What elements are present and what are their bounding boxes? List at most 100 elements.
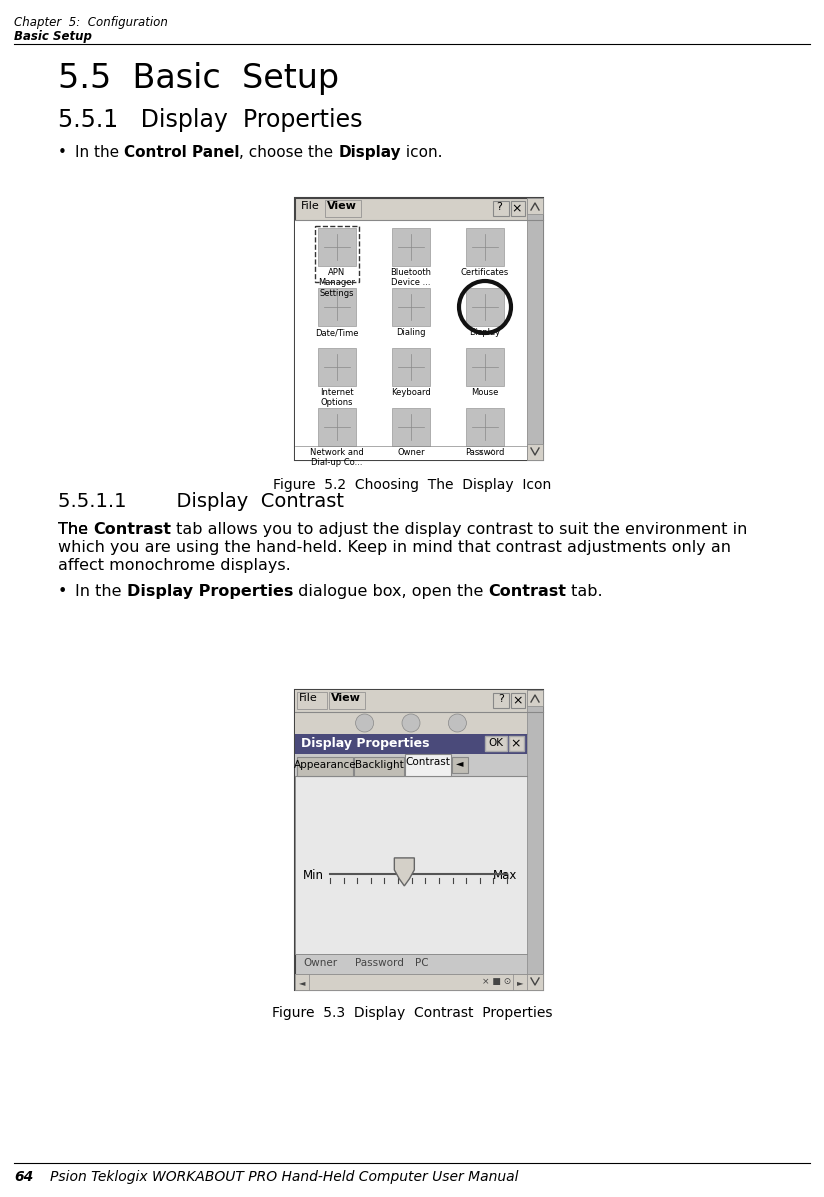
Text: Contrast: Contrast (405, 757, 451, 767)
Text: Display Properties: Display Properties (127, 584, 293, 598)
Bar (485, 736, 507, 751)
Text: 5.5.1.1        Display  Contrast: 5.5.1.1 Display Contrast (58, 492, 344, 511)
Polygon shape (395, 858, 414, 886)
Circle shape (448, 713, 466, 733)
Bar (295, 754, 527, 776)
Bar (527, 198, 543, 460)
Text: Psion Teklogix WORKABOUT PRO Hand-Held Computer User Manual: Psion Teklogix WORKABOUT PRO Hand-Held C… (50, 1169, 518, 1184)
Text: APN
Manager
Settings: APN Manager Settings (319, 268, 355, 298)
Bar (466, 408, 504, 446)
Bar (354, 757, 404, 776)
Text: View: View (331, 693, 361, 703)
Text: View: View (327, 201, 357, 211)
Text: Chapter  5:  Configuration: Chapter 5: Configuration (14, 16, 168, 29)
Text: tab.: tab. (566, 584, 603, 598)
Text: Display: Display (339, 145, 401, 160)
Text: 64: 64 (14, 1169, 33, 1184)
Text: ?: ? (496, 202, 502, 212)
Bar (466, 348, 504, 385)
Text: ×: × (513, 694, 523, 707)
Text: Display: Display (470, 328, 500, 338)
Text: tab allows you to adjust the display contrast to suit the environment in: tab allows you to adjust the display con… (171, 522, 747, 537)
Bar (511, 693, 525, 707)
Bar (295, 974, 309, 990)
Text: Dialing: Dialing (396, 328, 426, 338)
Bar (295, 689, 543, 990)
Text: ×: × (512, 202, 522, 215)
Text: Max: Max (493, 869, 517, 882)
Circle shape (356, 713, 373, 733)
Bar (527, 689, 543, 706)
Bar (392, 348, 430, 385)
Bar (325, 200, 361, 217)
Bar (318, 227, 356, 266)
Text: In the: In the (75, 584, 127, 598)
Text: dialogue box, open the: dialogue box, open the (293, 584, 489, 598)
Bar (527, 198, 543, 214)
Circle shape (402, 713, 420, 733)
Text: The: The (58, 522, 93, 537)
Bar (466, 288, 504, 326)
Bar (527, 689, 543, 990)
Bar (405, 754, 451, 776)
Bar (295, 712, 527, 734)
Bar (452, 757, 468, 773)
Text: Network and
Dial-up Co...: Network and Dial-up Co... (310, 448, 364, 467)
Text: Control Panel: Control Panel (124, 145, 240, 160)
Bar (527, 444, 543, 460)
Text: The: The (58, 522, 93, 537)
Text: ?: ? (498, 694, 504, 704)
Bar (318, 348, 356, 385)
Text: × ■ ⊙: × ■ ⊙ (482, 977, 511, 986)
Text: File: File (299, 693, 318, 703)
Text: The: The (58, 522, 93, 537)
Bar (295, 689, 543, 712)
Text: ×: × (511, 737, 522, 751)
Text: ◄: ◄ (456, 758, 464, 768)
Bar (513, 974, 527, 990)
Bar (493, 693, 509, 707)
Text: Basic Setup: Basic Setup (14, 30, 91, 43)
Text: ►: ► (517, 978, 523, 988)
Text: Backlight: Backlight (354, 760, 404, 770)
Bar (511, 201, 525, 215)
Text: 5.5.1   Display  Properties: 5.5.1 Display Properties (58, 108, 363, 132)
Bar (318, 288, 356, 326)
Text: Password: Password (466, 448, 504, 457)
Text: Password: Password (355, 958, 404, 968)
Text: Figure  5.2  Choosing  The  Display  Icon: Figure 5.2 Choosing The Display Icon (273, 478, 551, 492)
Text: , choose the: , choose the (240, 145, 339, 160)
Bar (466, 227, 504, 266)
Bar (318, 408, 356, 446)
Bar (297, 757, 353, 776)
Bar (295, 198, 543, 460)
Bar (392, 227, 430, 266)
Bar (295, 776, 527, 954)
Bar (509, 736, 524, 751)
Text: × ✓: × ✓ (477, 448, 495, 457)
Text: •: • (58, 145, 67, 160)
Text: Internet
Options: Internet Options (321, 388, 353, 407)
Text: Min: Min (303, 869, 324, 882)
Bar (295, 220, 527, 460)
Text: Mouse: Mouse (471, 388, 499, 397)
Text: Owner: Owner (397, 448, 425, 457)
Text: Keyboard: Keyboard (391, 388, 431, 397)
Text: Figure  5.3  Display  Contrast  Properties: Figure 5.3 Display Contrast Properties (272, 1005, 552, 1020)
Text: Contrast: Contrast (489, 584, 566, 598)
Text: ◄: ◄ (299, 978, 305, 988)
Bar (392, 288, 430, 326)
Bar (329, 692, 365, 709)
Text: OK: OK (489, 739, 503, 748)
Bar (527, 974, 543, 990)
Text: 5.5  Basic  Setup: 5.5 Basic Setup (58, 62, 339, 95)
Text: PC: PC (415, 958, 428, 968)
Bar (392, 408, 430, 446)
Text: •: • (58, 584, 68, 598)
Bar (295, 974, 527, 990)
Bar (297, 692, 327, 709)
Bar (295, 974, 543, 990)
Text: Owner: Owner (303, 958, 337, 968)
Bar (493, 201, 509, 215)
Text: Contrast: Contrast (93, 522, 171, 537)
